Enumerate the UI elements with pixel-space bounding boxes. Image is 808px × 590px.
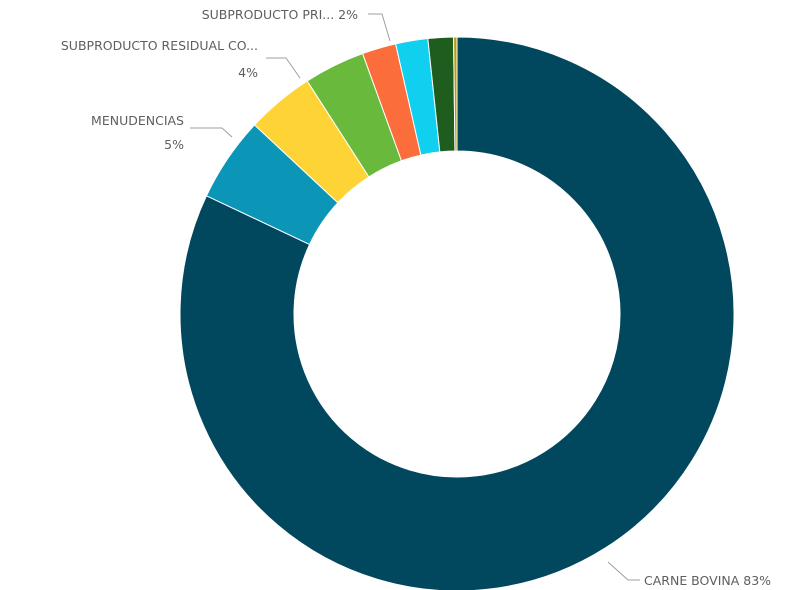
data-label-subproducto-pri[interactable]: SUBPRODUCTO PRI... 2% bbox=[202, 7, 358, 22]
leader-line-carne-bovina bbox=[607, 561, 640, 581]
data-label-menudencias-value[interactable]: 5% bbox=[164, 137, 184, 152]
data-label-menudencias-name[interactable]: MENUDENCIAS bbox=[91, 113, 184, 128]
leader-line-menudencias bbox=[190, 127, 233, 138]
data-label-subproducto-residual-name[interactable]: SUBPRODUCTO RESIDUAL CO... bbox=[61, 38, 258, 53]
data-label-carne-bovina[interactable]: CARNE BOVINA 83% bbox=[644, 573, 771, 588]
leader-line-subproducto-pri bbox=[368, 13, 391, 42]
donut-slice-0[interactable] bbox=[179, 36, 735, 590]
donut-slices bbox=[179, 36, 735, 590]
leader-line-subproducto-residual bbox=[266, 57, 301, 79]
donut-slice-7[interactable] bbox=[453, 36, 458, 152]
data-label-subproducto-residual-value[interactable]: 4% bbox=[238, 65, 258, 80]
